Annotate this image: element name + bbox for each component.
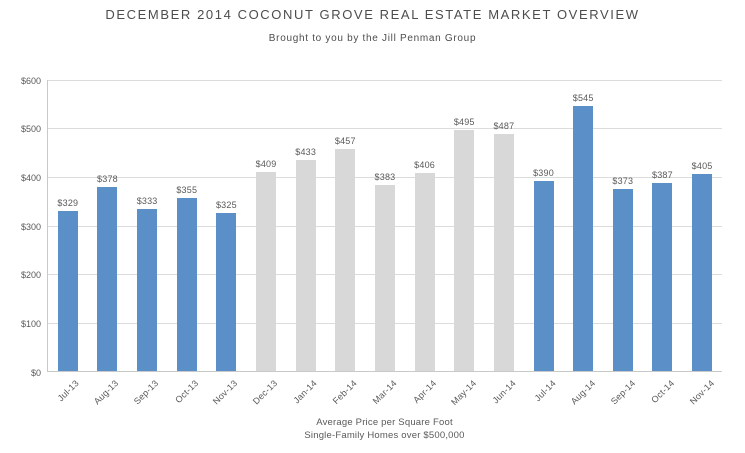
bar-slot: $355: [167, 80, 207, 371]
x-tick-label: Nov-14: [687, 378, 717, 407]
bar-value-label: $333: [136, 195, 158, 206]
bar-value-label: $406: [414, 160, 435, 171]
bar-Jun-14: [493, 134, 514, 371]
y-tick-label: $400: [20, 172, 41, 183]
bar-Nov-13: [216, 212, 237, 371]
x-tick-label: Aug-14: [568, 378, 598, 407]
bar-Sep-13: [137, 208, 158, 371]
bar-Aug-14: [573, 105, 594, 371]
y-tick-label: $300: [20, 221, 41, 232]
bar-Sep-14: [612, 189, 633, 371]
bar-slot: $373: [603, 80, 643, 371]
y-tick-label: $0: [30, 367, 41, 378]
y-tick-label: $100: [20, 318, 41, 329]
gridline: [48, 79, 722, 81]
x-tick-label: Oct-14: [649, 378, 677, 406]
x-tick-label: Jul-14: [532, 378, 558, 404]
bar-value-label: $355: [176, 185, 198, 196]
x-tick-label: Nov-13: [211, 378, 240, 407]
x-tick-label: Sep-13: [131, 378, 161, 407]
bar-slot: $495: [444, 80, 484, 371]
bar-slot: $378: [88, 80, 128, 371]
bar-Nov-14: [692, 173, 713, 371]
y-tick-label: $200: [20, 270, 41, 281]
bar-slot: $406: [405, 80, 445, 371]
x-tick-label: Apr-14: [411, 378, 439, 406]
bar-value-label: $373: [612, 176, 634, 187]
x-tick-label: Mar-14: [370, 378, 399, 407]
bar-value-label: $457: [334, 135, 356, 146]
chart-title: DECEMBER 2014 COCONUT GROVE REAL ESTATE …: [105, 7, 640, 22]
bar-slot: $387: [643, 80, 683, 371]
bar-value-label: $409: [255, 158, 277, 169]
bar-value-label: $405: [691, 160, 713, 171]
bar-value-label: $378: [97, 174, 118, 185]
bar-Jul-13: [57, 210, 78, 371]
x-tick-label: Dec-13: [251, 378, 280, 407]
bar-Jul-14: [533, 181, 554, 371]
bar-slot: $329: [48, 80, 88, 371]
bar-value-label: $387: [652, 169, 673, 180]
gridline: [48, 128, 722, 130]
plot-area: $329 $378 $333 $355 $325 $409 $433 $457 $383 $406…: [47, 79, 722, 372]
bar-Oct-13: [176, 198, 197, 371]
bar-value-label: $487: [493, 121, 515, 131]
x-axis-caption: Average Price per Square Foot Single-Fam…: [47, 416, 722, 442]
bar-Feb-14: [335, 148, 356, 371]
x-axis-caption-line1: Average Price per Square Foot: [316, 417, 453, 428]
bar-value-label: $383: [374, 171, 396, 182]
bar-value-label: $390: [533, 168, 554, 179]
bar-value-label: $495: [453, 117, 475, 128]
bar-value-label: $325: [215, 199, 237, 210]
bar-slot: $390: [524, 80, 564, 371]
bar-slot: $433: [286, 80, 326, 371]
bar-slot: $383: [365, 80, 405, 371]
y-tick-label: $600: [20, 75, 41, 86]
bar-Mar-14: [374, 184, 395, 371]
bar-Aug-13: [97, 187, 118, 371]
x-tick-label: Jun-14: [490, 378, 518, 406]
gridline: [48, 176, 722, 178]
bar-slot: $325: [207, 80, 247, 371]
bar-slot: $333: [127, 80, 167, 371]
bars-layer: $329 $378 $333 $355 $325 $409 $433 $457 $383 $406…: [48, 80, 722, 371]
bar-value-label: $545: [572, 92, 594, 103]
x-tick-label: Jul-13: [55, 378, 81, 404]
bar-value-label: $433: [295, 147, 317, 158]
x-tick-label: Aug-13: [92, 378, 121, 407]
bar-Dec-13: [256, 171, 277, 371]
x-tick-label: Sep-14: [608, 378, 637, 407]
x-tick-label: Oct-13: [173, 378, 201, 406]
y-tick-label: $500: [20, 124, 41, 135]
x-axis-caption-line2: Single-Family Homes over $500,000: [304, 430, 465, 441]
x-tick-label: Feb-14: [330, 378, 359, 407]
bar-Apr-14: [414, 173, 435, 371]
bar-slot: $487: [484, 80, 524, 371]
bar-Oct-14: [652, 182, 673, 371]
bar-Jan-14: [295, 160, 316, 371]
bar-slot: $409: [246, 80, 286, 371]
x-tick-label: Jan-14: [291, 378, 320, 406]
bar-slot: $457: [325, 80, 365, 371]
bar-value-label: $329: [57, 197, 79, 208]
bar-May-14: [454, 130, 475, 371]
chart-subtitle: Brought to you by the Jill Penman Group: [268, 33, 477, 44]
x-tick-label: May-14: [448, 378, 478, 408]
bar-slot: $405: [682, 80, 722, 371]
bar-slot: $545: [563, 80, 603, 371]
